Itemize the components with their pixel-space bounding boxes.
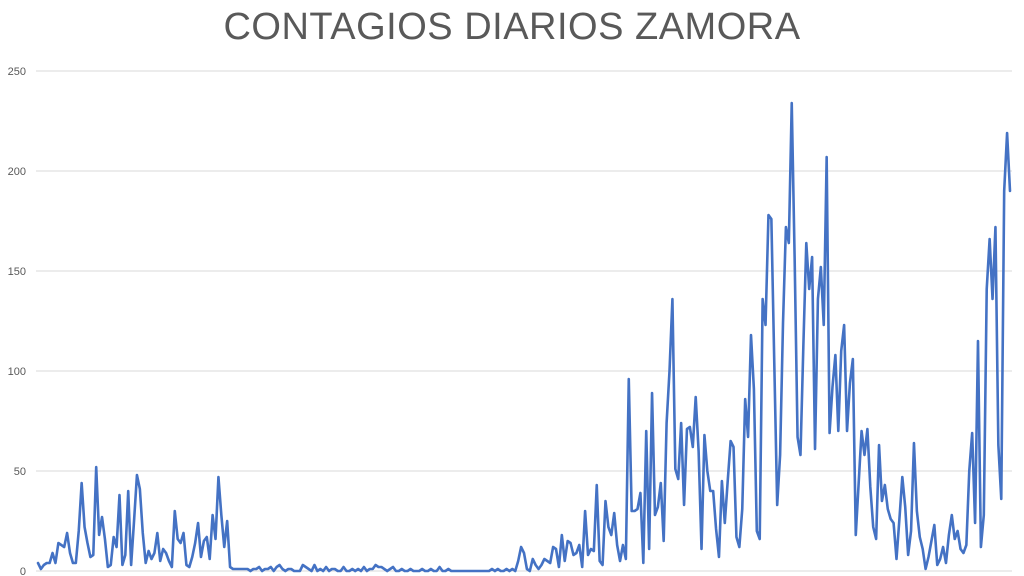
y-tick-label: 250 xyxy=(8,66,26,78)
y-tick-label: 100 xyxy=(8,366,26,378)
series-line xyxy=(36,101,1012,573)
chart-title: CONTAGIOS DIARIOS ZAMORA xyxy=(223,6,801,48)
y-tick-label: 50 xyxy=(14,466,26,478)
y-tick-label: 0 xyxy=(20,566,26,576)
y-tick-label: 150 xyxy=(8,266,26,278)
y-tick-label: 200 xyxy=(8,166,26,178)
